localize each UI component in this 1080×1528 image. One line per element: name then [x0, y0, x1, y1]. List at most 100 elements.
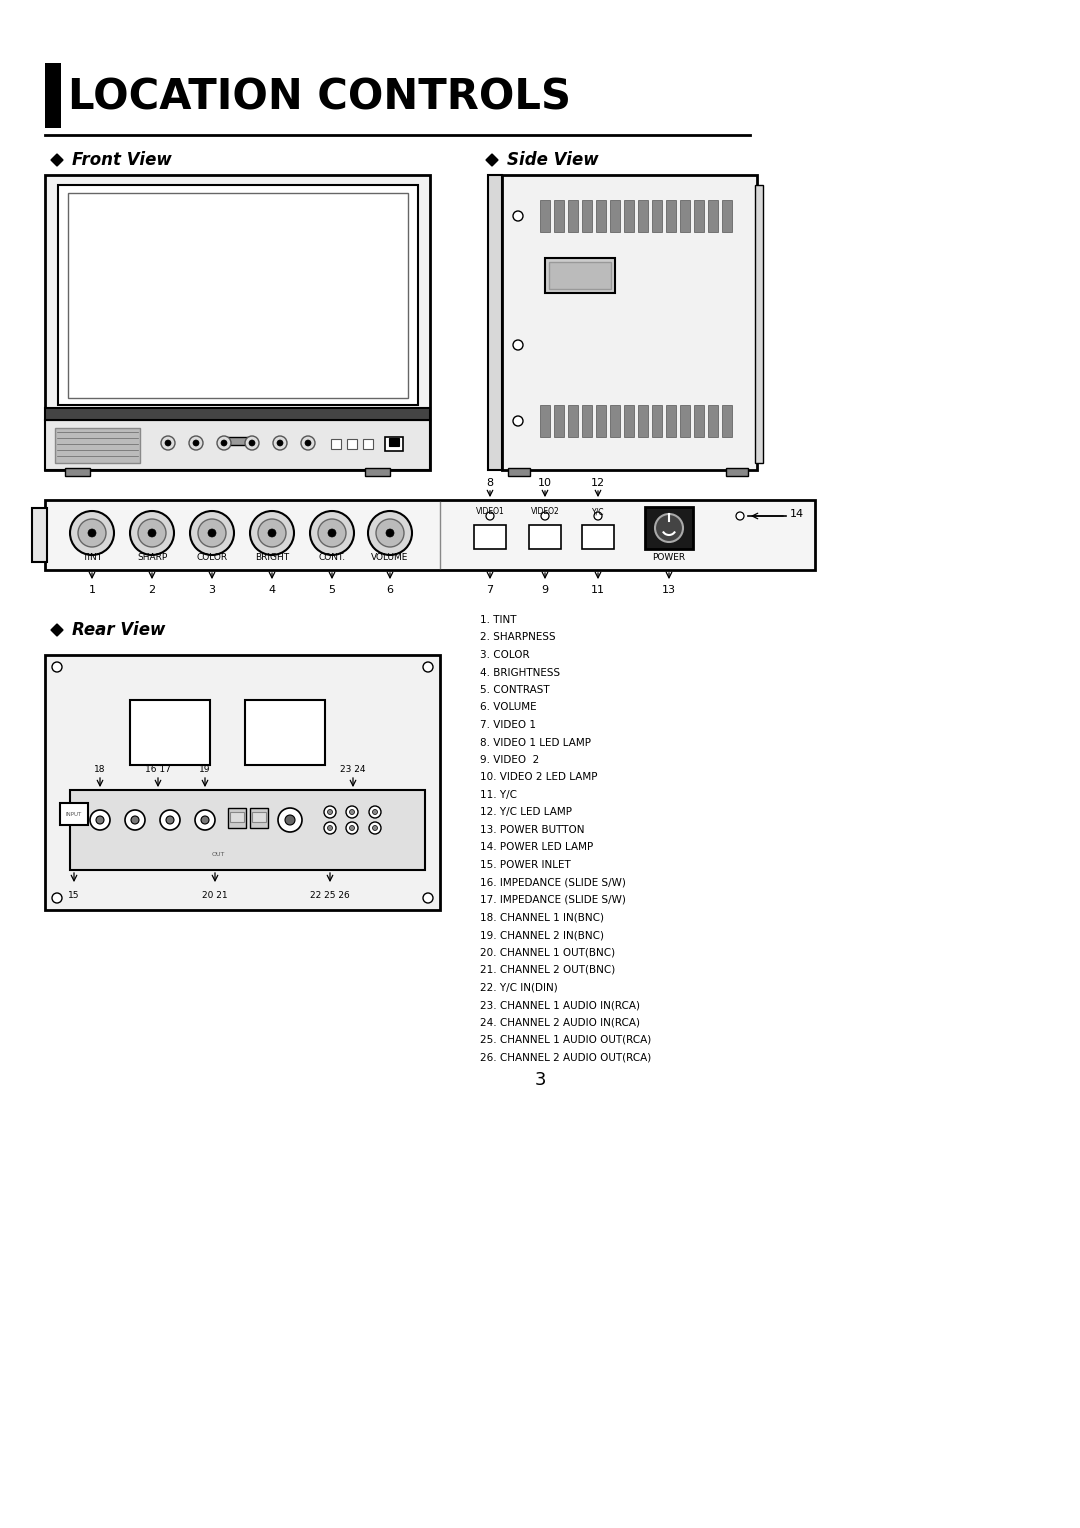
Bar: [596, 405, 606, 437]
Bar: [624, 405, 634, 437]
Circle shape: [541, 512, 549, 520]
Circle shape: [217, 435, 231, 451]
Bar: [545, 258, 615, 293]
Bar: [610, 405, 620, 437]
Circle shape: [513, 341, 523, 350]
Circle shape: [324, 805, 336, 817]
Bar: [708, 405, 718, 437]
Bar: [502, 176, 757, 471]
Text: 23 24: 23 24: [340, 764, 366, 773]
Bar: [45, 176, 430, 471]
Circle shape: [161, 435, 175, 451]
Circle shape: [318, 520, 346, 547]
Text: 18: 18: [94, 764, 106, 773]
Text: 22 25 26: 22 25 26: [310, 891, 350, 900]
Text: 10: 10: [538, 478, 552, 487]
Bar: [45, 656, 440, 911]
Bar: [694, 200, 704, 232]
Bar: [549, 261, 611, 289]
Circle shape: [423, 662, 433, 672]
Circle shape: [346, 805, 357, 817]
Circle shape: [423, 892, 433, 903]
Text: 11: 11: [591, 585, 605, 594]
Circle shape: [190, 510, 234, 555]
Circle shape: [346, 822, 357, 834]
Text: VIDEO1: VIDEO1: [475, 507, 504, 516]
Bar: [70, 790, 426, 869]
Circle shape: [368, 510, 411, 555]
Circle shape: [193, 440, 199, 446]
Text: 13. POWER BUTTON: 13. POWER BUTTON: [480, 825, 584, 834]
Bar: [529, 526, 561, 549]
Circle shape: [70, 510, 114, 555]
Text: 24. CHANNEL 2 AUDIO IN(RCA): 24. CHANNEL 2 AUDIO IN(RCA): [480, 1018, 640, 1027]
Circle shape: [148, 529, 156, 536]
Circle shape: [285, 814, 295, 825]
Bar: [638, 200, 648, 232]
Circle shape: [369, 822, 381, 834]
Circle shape: [324, 822, 336, 834]
Text: 12: 12: [591, 478, 605, 487]
Bar: [220, 437, 248, 445]
Circle shape: [513, 211, 523, 222]
Bar: [666, 405, 676, 437]
Circle shape: [221, 440, 227, 446]
Bar: [694, 405, 704, 437]
Text: 5: 5: [328, 585, 336, 594]
Bar: [680, 405, 690, 437]
Text: Front View: Front View: [72, 151, 172, 170]
Polygon shape: [486, 154, 498, 167]
Text: VIDEO2: VIDEO2: [530, 507, 559, 516]
Text: 16 17: 16 17: [145, 764, 171, 773]
Bar: [568, 200, 578, 232]
Text: CONT.: CONT.: [319, 553, 346, 562]
Bar: [624, 200, 634, 232]
Text: COLOR: COLOR: [197, 553, 228, 562]
Bar: [228, 808, 246, 828]
Text: SHARP: SHARP: [137, 553, 167, 562]
Bar: [330, 439, 341, 449]
Circle shape: [268, 529, 276, 536]
Text: 2: 2: [148, 585, 156, 594]
Text: TINT: TINT: [82, 553, 103, 562]
Bar: [389, 439, 399, 446]
Circle shape: [594, 512, 602, 520]
Text: 25. CHANNEL 1 AUDIO OUT(RCA): 25. CHANNEL 1 AUDIO OUT(RCA): [480, 1034, 651, 1045]
Bar: [666, 200, 676, 232]
Circle shape: [373, 825, 378, 831]
Bar: [363, 439, 373, 449]
Text: 18. CHANNEL 1 IN(BNC): 18. CHANNEL 1 IN(BNC): [480, 912, 604, 923]
Circle shape: [350, 810, 354, 814]
Bar: [347, 439, 357, 449]
Text: 9. VIDEO  2: 9. VIDEO 2: [480, 755, 539, 766]
Circle shape: [245, 435, 259, 451]
Circle shape: [131, 816, 139, 824]
Text: 8. VIDEO 1 LED LAMP: 8. VIDEO 1 LED LAMP: [480, 738, 591, 747]
Bar: [596, 200, 606, 232]
Text: VOLUME: VOLUME: [372, 553, 408, 562]
Bar: [249, 808, 268, 828]
Bar: [60, 804, 87, 825]
Text: 23. CHANNEL 1 AUDIO IN(RCA): 23. CHANNEL 1 AUDIO IN(RCA): [480, 999, 640, 1010]
Text: 1: 1: [89, 585, 95, 594]
Bar: [45, 408, 430, 420]
Bar: [65, 468, 90, 477]
Circle shape: [735, 512, 744, 520]
Circle shape: [125, 810, 145, 830]
Text: 13: 13: [662, 585, 676, 594]
Text: 16. IMPEDANCE (SLIDE S/W): 16. IMPEDANCE (SLIDE S/W): [480, 877, 626, 888]
Bar: [652, 200, 662, 232]
Bar: [582, 200, 592, 232]
Text: 17. IMPEDANCE (SLIDE S/W): 17. IMPEDANCE (SLIDE S/W): [480, 895, 626, 905]
Text: 21. CHANNEL 2 OUT(BNC): 21. CHANNEL 2 OUT(BNC): [480, 966, 616, 975]
Circle shape: [273, 435, 287, 451]
Text: POWER: POWER: [652, 553, 686, 562]
Circle shape: [369, 805, 381, 817]
Bar: [708, 200, 718, 232]
Circle shape: [198, 520, 226, 547]
Circle shape: [278, 808, 302, 833]
Bar: [58, 185, 418, 405]
Circle shape: [327, 810, 333, 814]
Bar: [554, 405, 564, 437]
Circle shape: [327, 825, 333, 831]
